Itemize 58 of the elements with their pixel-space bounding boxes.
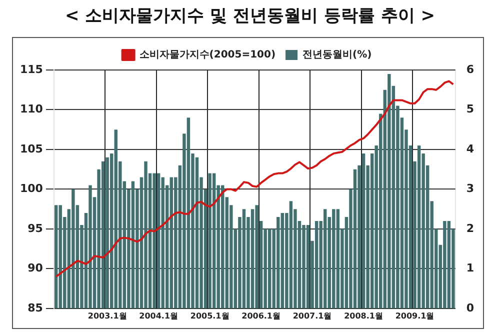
bar — [242, 209, 246, 308]
bar — [72, 189, 75, 308]
bar — [362, 153, 366, 308]
bar — [88, 185, 92, 308]
bar — [443, 220, 446, 308]
bar — [255, 205, 258, 308]
bar — [353, 169, 357, 308]
y2-tick-label: 4 — [466, 142, 474, 156]
x-tick-label: 2005.1월 — [190, 311, 230, 320]
y-tick-label: 90 — [28, 262, 44, 275]
x-tick-label: 2003.1월 — [88, 311, 127, 320]
bar — [101, 161, 105, 308]
legend-label: 소비자물가지수(2005=100) — [139, 50, 276, 61]
x-tick-label: 2004.1월 — [139, 311, 178, 320]
bar — [289, 201, 293, 308]
bar — [152, 173, 156, 308]
y-tick-label: 105 — [20, 142, 43, 156]
bar — [336, 209, 340, 308]
y-tick-label: 100 — [20, 182, 44, 196]
bar — [332, 209, 336, 308]
bar — [250, 209, 254, 308]
bar — [221, 185, 224, 308]
y2-tick-label: 3 — [466, 182, 474, 196]
bar — [306, 224, 310, 308]
bar — [212, 173, 216, 308]
bar — [208, 173, 212, 308]
bar — [186, 118, 190, 308]
bar — [280, 213, 284, 308]
y2-tick-label: 5 — [466, 102, 474, 116]
bar — [144, 161, 148, 308]
bar — [417, 145, 421, 308]
chart-title: < 소비자물가지수 및 전년동월비 등락률 추이 > — [64, 5, 436, 27]
y2-tick-label: 2 — [466, 222, 474, 235]
y-tick-label: 95 — [28, 222, 43, 235]
y-tick-label: 115 — [20, 62, 43, 76]
bar — [161, 177, 164, 308]
bar — [447, 220, 451, 308]
bar — [388, 74, 391, 308]
y2-tick-label: 6 — [466, 62, 474, 76]
bar — [106, 157, 109, 308]
y2-tick-label: 1 — [466, 262, 474, 275]
y-tick-label: 85 — [28, 301, 43, 314]
bar — [314, 220, 318, 308]
bar — [114, 130, 118, 308]
bar — [156, 173, 160, 308]
bar — [54, 205, 58, 308]
x-tick-label: 2007.1월 — [292, 311, 332, 320]
bar — [195, 157, 199, 308]
legend-label: 전년동월비(%) — [302, 50, 372, 61]
bar — [276, 217, 280, 308]
y2-tick-label: 0 — [466, 301, 474, 314]
x-tick-label: 2008.1월 — [344, 311, 383, 320]
x-tick-label: 2009.1월 — [395, 311, 434, 320]
y-tick-label: 110 — [20, 102, 44, 116]
x-tick-label: 2006.1월 — [242, 311, 280, 320]
bar — [58, 205, 62, 308]
bar — [131, 181, 135, 308]
bar — [302, 224, 306, 308]
